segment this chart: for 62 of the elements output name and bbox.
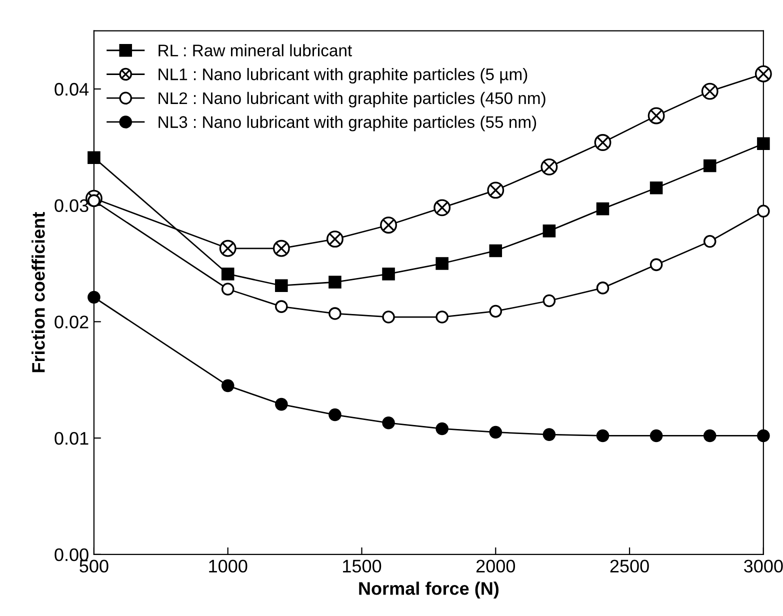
point [436, 257, 448, 270]
y-tick-label: 0.02 [54, 316, 88, 328]
y-tick-label: 0.00 [54, 548, 88, 562]
point [88, 151, 100, 164]
point [382, 268, 395, 280]
x-tick-label: 500 [80, 560, 108, 573]
point [650, 429, 663, 442]
point [328, 276, 342, 289]
point [275, 300, 288, 313]
y-tick-label: 0.04 [54, 82, 89, 96]
point [382, 310, 395, 324]
point [328, 307, 342, 320]
point [701, 82, 718, 100]
legend-label: RL : Raw mineral lubricant [158, 44, 352, 56]
point [540, 158, 558, 176]
point [542, 224, 556, 238]
point [650, 181, 663, 194]
point [596, 202, 610, 216]
point [754, 65, 772, 82]
point [88, 290, 100, 304]
point [757, 204, 770, 218]
point [596, 429, 610, 442]
point [326, 230, 344, 248]
point [594, 134, 612, 151]
point [703, 235, 716, 248]
legend-label: NL1 : Nano lubricant with graphite particles (5 µm) [158, 68, 528, 84]
point [221, 282, 234, 296]
point [757, 137, 770, 150]
point [380, 216, 397, 234]
point [275, 279, 288, 292]
point [219, 240, 236, 257]
point [703, 159, 716, 172]
point [757, 429, 770, 442]
x-tick-label: 2000 [476, 560, 516, 573]
legend-label: NL3 : Nano lubricant with graphite particles (55 nm) [158, 116, 536, 132]
point [489, 244, 502, 258]
y-tick-label: 0.01 [54, 432, 88, 445]
x-tick-label: 1500 [343, 560, 382, 573]
x-tick-label: 1000 [209, 560, 248, 573]
x-tick-label: 3000 [744, 560, 783, 573]
point [272, 240, 290, 257]
point [596, 282, 610, 294]
point [275, 398, 288, 411]
x-axis-title: Normal force (N) [359, 582, 499, 598]
point [221, 379, 234, 392]
point [542, 428, 556, 441]
point [328, 408, 342, 422]
y-tick-label: 0.03 [54, 199, 88, 212]
point [436, 422, 448, 436]
point [703, 429, 716, 442]
y-axis-title: Friction coefficient [32, 212, 45, 372]
point [542, 294, 556, 308]
point [436, 310, 448, 324]
x-tick-label: 2500 [610, 560, 649, 573]
point [489, 304, 502, 318]
point [382, 416, 395, 430]
point [221, 268, 234, 280]
point [650, 258, 663, 272]
point [434, 199, 451, 216]
legend-label: NL2 : Nano lubricant with graphite particles (450 nm) [158, 92, 546, 108]
point [487, 182, 504, 199]
point [489, 426, 502, 439]
